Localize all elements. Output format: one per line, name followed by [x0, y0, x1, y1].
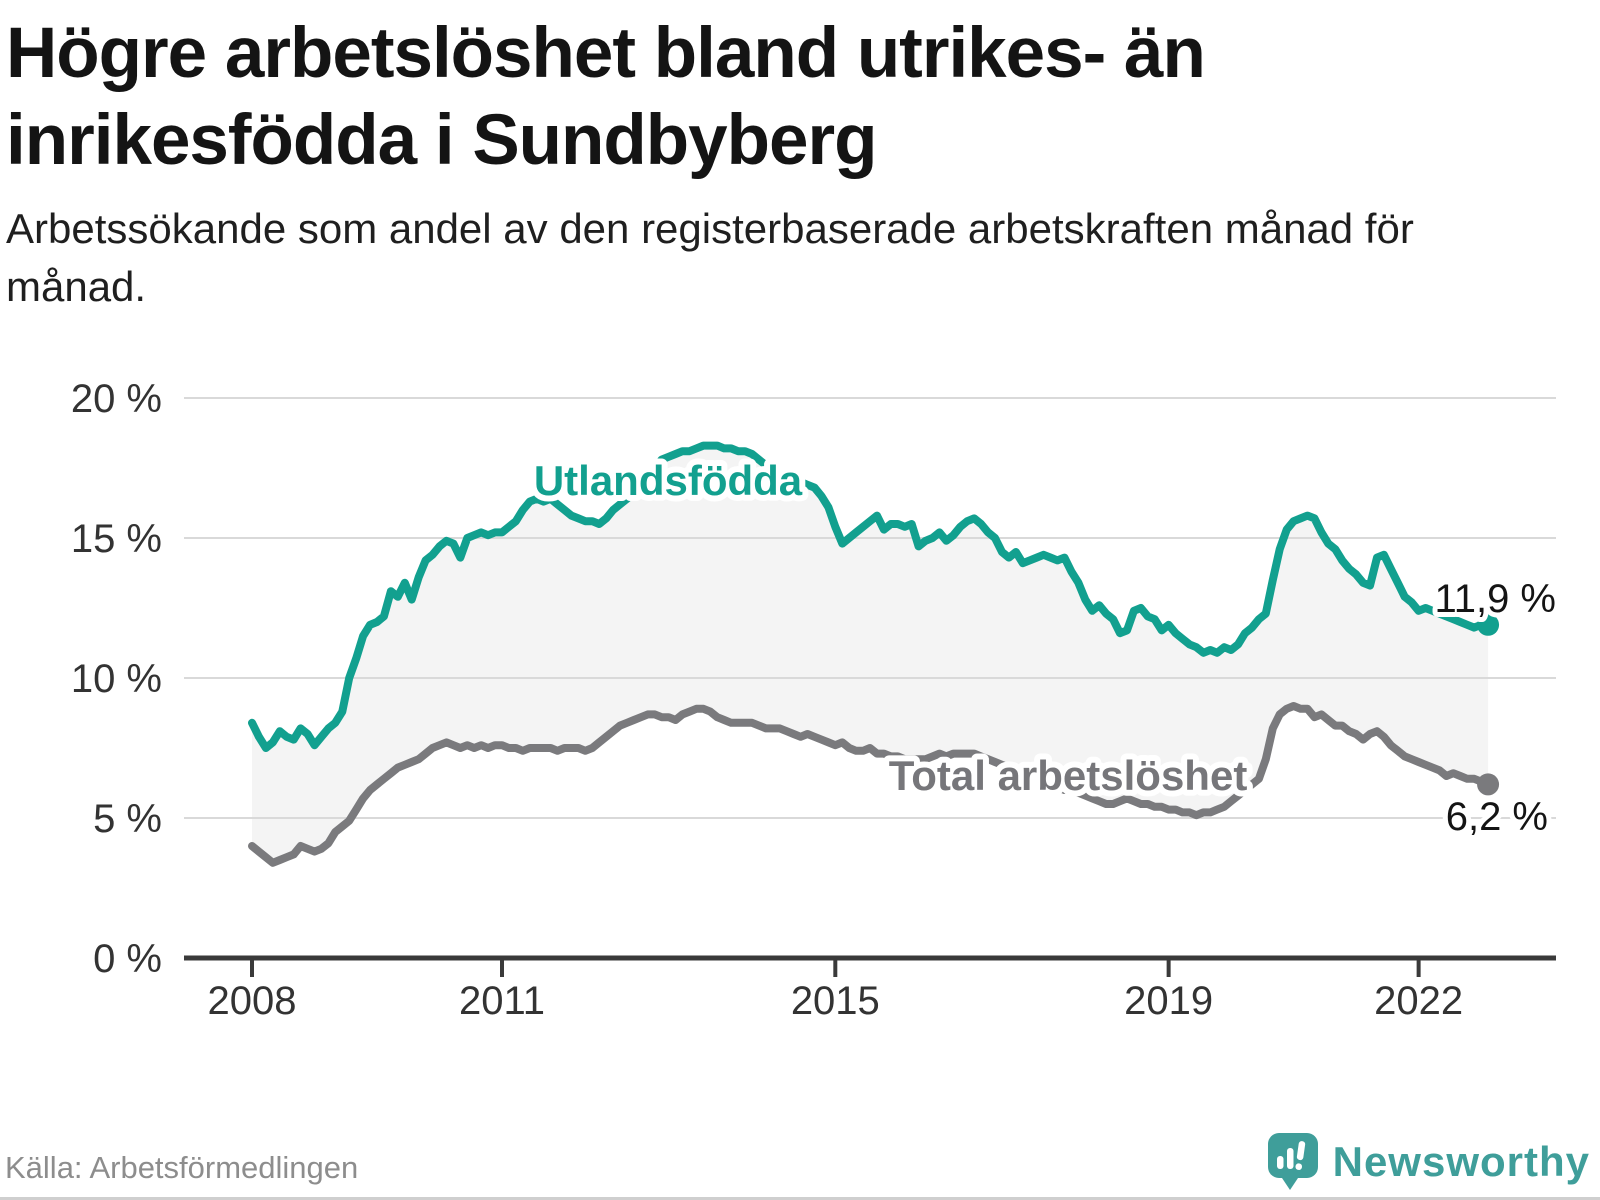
source-note: Källa: Arbetsförmedlingen: [5, 1150, 359, 1185]
y-tick-label-10: 10 %: [71, 657, 162, 701]
x-tick-label-2022: 2022: [1374, 979, 1463, 1023]
x-tick-label-2019: 2019: [1124, 979, 1213, 1023]
x-tick-label-2015: 2015: [791, 979, 880, 1023]
newsworthy-logo: Newsworthy: [1267, 1132, 1590, 1192]
bottom-border: [0, 1197, 1600, 1200]
y-tick-label-20: 20 %: [71, 377, 162, 421]
series-inline-label-total: Total arbetslöshet: [889, 752, 1248, 799]
series-end-dot-total: [1477, 773, 1500, 796]
chart-subtitle: Arbetssökande som andel av den registerb…: [6, 205, 1414, 310]
newsworthy-wordmark: Newsworthy: [1332, 1138, 1590, 1185]
y-tick-label-5: 5 %: [93, 797, 162, 841]
series-line-utlandsfodda: [248, 441, 1493, 752]
page-title-line2: inrikesfödda i Sundbyberg: [6, 101, 878, 181]
series-end-value-total: 6,2 %: [1446, 795, 1548, 839]
y-tick-label-0: 0 %: [93, 937, 162, 981]
x-tick-label-2011: 2011: [459, 979, 545, 1023]
page-title: Högre arbetslöshet bland utrikes- än inr…: [6, 10, 1566, 185]
series-end-dot-utlandsfodda: [1477, 613, 1500, 636]
area-between-series: [252, 445, 1489, 863]
page-title-line1: Högre arbetslöshet bland utrikes- än: [6, 14, 1206, 93]
series-end-value-utlandsfodda: 11,9 %: [1434, 577, 1556, 621]
y-tick-label-15: 15 %: [71, 517, 162, 561]
newsworthy-logo-icon: [1267, 1133, 1318, 1190]
series-inline-label-utlandsfodda: Utlandsfödda: [534, 457, 803, 504]
series-line-total: [248, 702, 1493, 867]
x-tick-label-2008: 2008: [208, 979, 297, 1023]
